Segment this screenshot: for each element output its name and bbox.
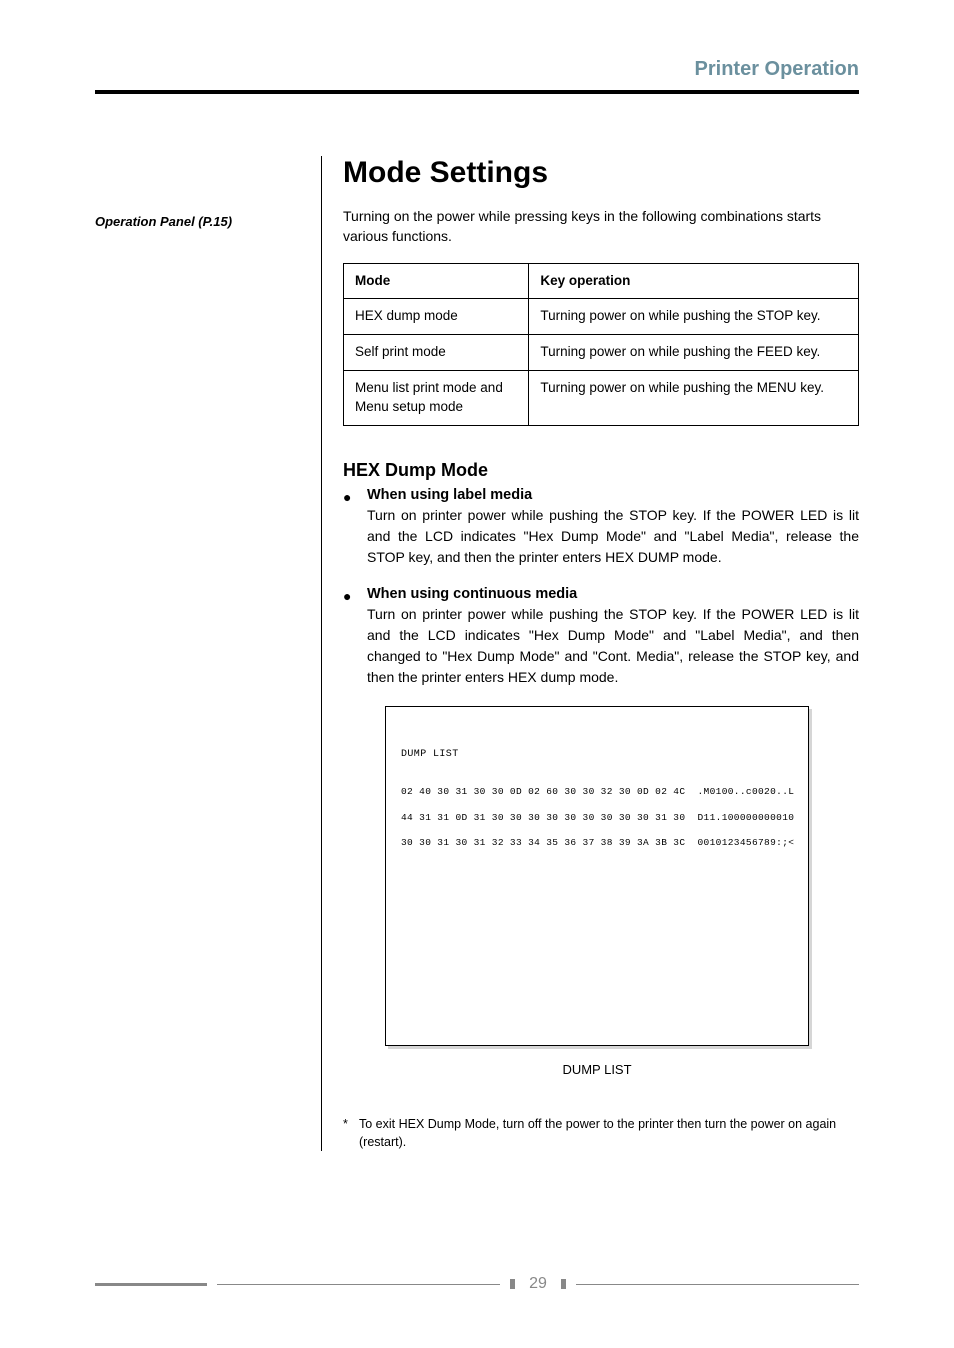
dump-caption: DUMP LIST bbox=[385, 1062, 809, 1077]
dump-box-shadow: DUMP LIST 02 40 30 31 30 30 0D 02 60 30 … bbox=[385, 706, 809, 1046]
page-header: Printer Operation bbox=[0, 0, 954, 94]
dump-line: 44 31 31 0D 31 30 30 30 30 30 30 30 30 3… bbox=[401, 812, 793, 825]
intro-paragraph: Turning on the power while pressing keys… bbox=[343, 206, 859, 247]
table-cell-mode: HEX dump mode bbox=[344, 299, 529, 335]
footnote-marker: * bbox=[343, 1115, 359, 1151]
content-area: Operation Panel (P.15) Mode Settings Tur… bbox=[0, 156, 954, 1151]
sidebar-column: Operation Panel (P.15) bbox=[95, 156, 321, 1151]
bullet-icon: ● bbox=[343, 586, 367, 688]
footer-tick-right bbox=[561, 1279, 566, 1289]
table-cell-op: Turning power on while pushing the FEED … bbox=[529, 335, 859, 371]
footer-tick-left bbox=[510, 1279, 515, 1289]
table-row: HEX dump mode Turning power on while pus… bbox=[344, 299, 859, 335]
dump-list-wrapper: DUMP LIST 02 40 30 31 30 30 0D 02 60 30 … bbox=[343, 706, 859, 1077]
table-cell-op: Turning power on while pushing the MENU … bbox=[529, 371, 859, 426]
table-cell-mode: Self print mode bbox=[344, 335, 529, 371]
sidebar-reference: Operation Panel (P.15) bbox=[95, 214, 321, 229]
bullet-text: Turn on printer power while pushing the … bbox=[367, 505, 859, 568]
main-heading: Mode Settings bbox=[343, 156, 859, 190]
footer-line: 29 bbox=[95, 1275, 859, 1293]
header-rule bbox=[95, 90, 859, 94]
footer-accent-bar bbox=[95, 1283, 207, 1286]
footnote-text: To exit HEX Dump Mode, turn off the powe… bbox=[359, 1115, 859, 1151]
bullet-item-label-media: ● When using label media Turn on printer… bbox=[343, 487, 859, 568]
dump-line: 30 30 31 30 31 32 33 34 35 36 37 38 39 3… bbox=[401, 837, 793, 850]
page-footer: 29 bbox=[0, 1275, 954, 1293]
mode-table: Mode Key operation HEX dump mode Turning… bbox=[343, 263, 859, 426]
section-title: Printer Operation bbox=[95, 58, 859, 81]
table-header-row: Mode Key operation bbox=[344, 263, 859, 299]
table-cell-op: Turning power on while pushing the STOP … bbox=[529, 299, 859, 335]
footer-rule-left bbox=[217, 1284, 500, 1285]
main-column: Mode Settings Turning on the power while… bbox=[321, 156, 859, 1151]
bullet-item-continuous-media: ● When using continuous media Turn on pr… bbox=[343, 586, 859, 688]
bullet-title: When using continuous media bbox=[367, 586, 859, 602]
hex-dump-heading: HEX Dump Mode bbox=[343, 460, 859, 481]
dump-list-title: DUMP LIST bbox=[401, 748, 793, 762]
bullet-icon: ● bbox=[343, 487, 367, 568]
table-cell-mode: Menu list print mode and Menu setup mode bbox=[344, 371, 529, 426]
table-row: Self print mode Turning power on while p… bbox=[344, 335, 859, 371]
bullet-content: When using continuous media Turn on prin… bbox=[367, 586, 859, 688]
dump-list-box: DUMP LIST 02 40 30 31 30 30 0D 02 60 30 … bbox=[385, 706, 809, 1046]
table-header-mode: Mode bbox=[344, 263, 529, 299]
bullet-text: Turn on printer power while pushing the … bbox=[367, 604, 859, 688]
footnote: * To exit HEX Dump Mode, turn off the po… bbox=[343, 1115, 859, 1151]
page-number: 29 bbox=[525, 1275, 551, 1293]
footer-rule-right bbox=[576, 1284, 859, 1285]
bullet-content: When using label media Turn on printer p… bbox=[367, 487, 859, 568]
table-header-operation: Key operation bbox=[529, 263, 859, 299]
bullet-title: When using label media bbox=[367, 487, 859, 503]
table-row: Menu list print mode and Menu setup mode… bbox=[344, 371, 859, 426]
dump-line: 02 40 30 31 30 30 0D 02 60 30 30 32 30 0… bbox=[401, 786, 793, 799]
